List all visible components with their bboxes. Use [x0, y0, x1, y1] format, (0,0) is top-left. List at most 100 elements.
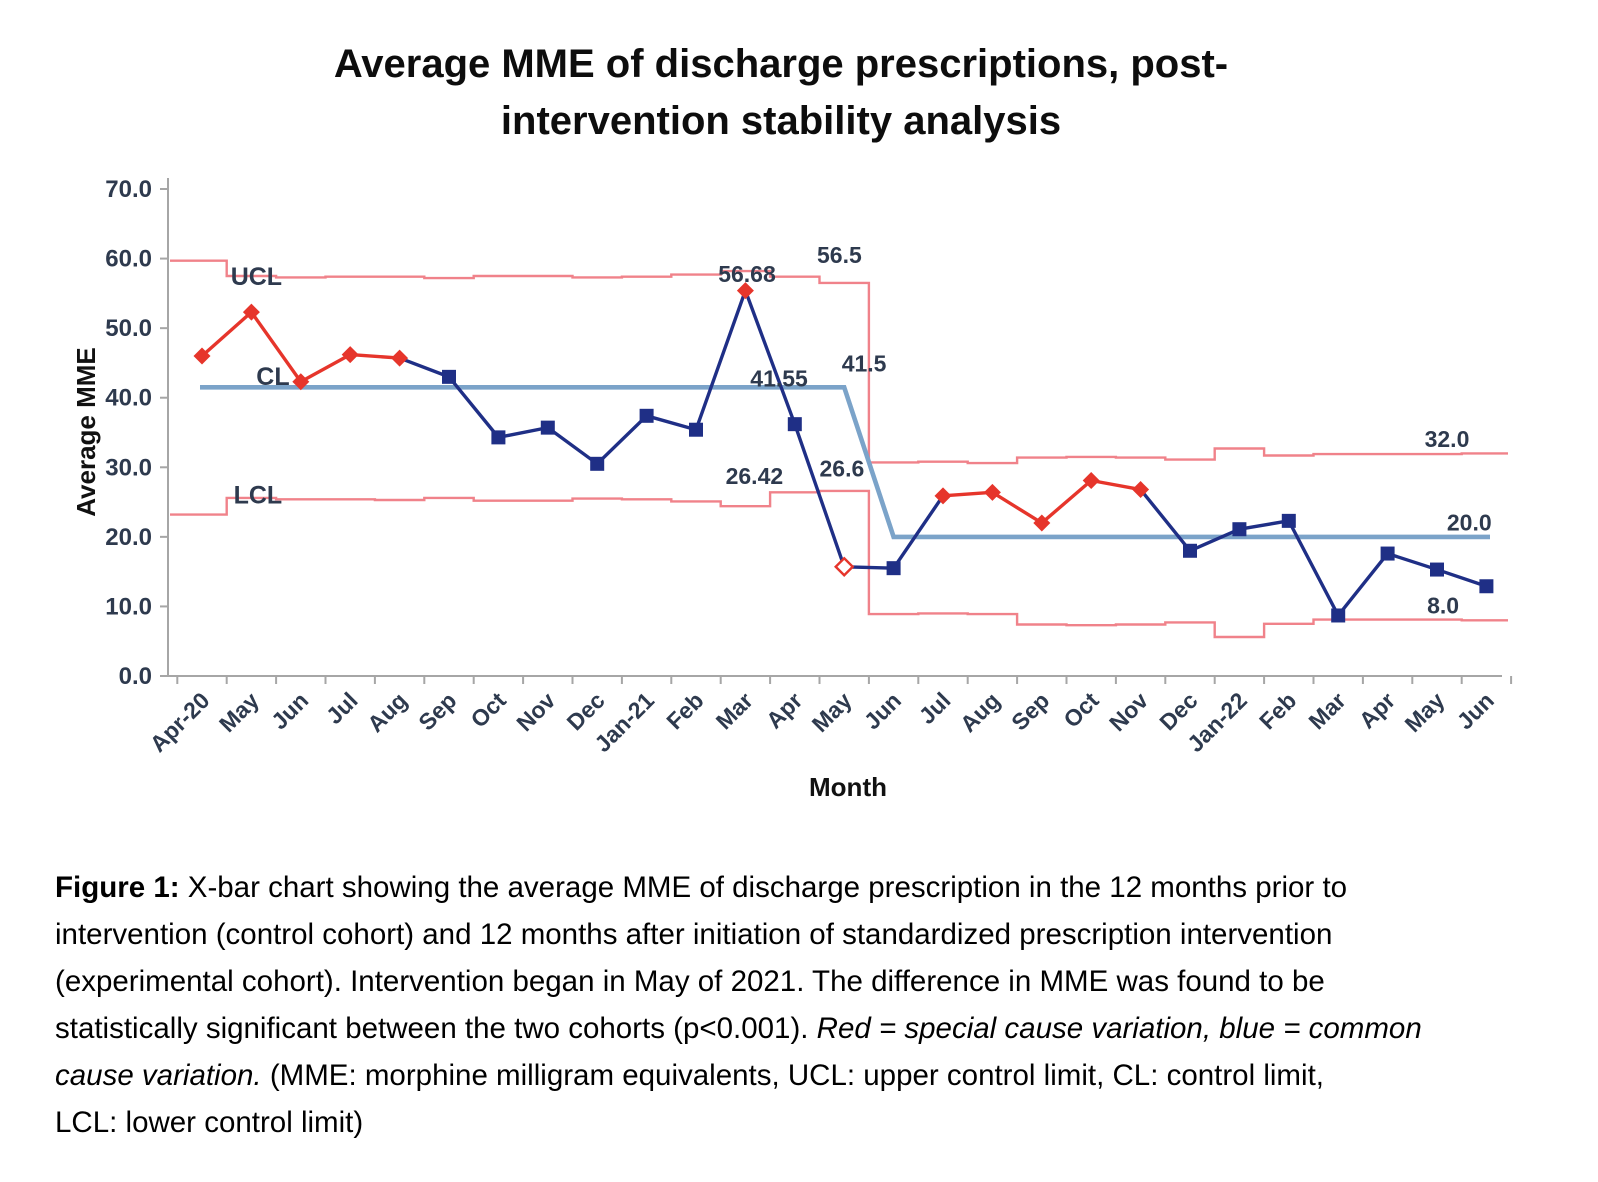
- data-point-common-Oct: [491, 430, 506, 445]
- data-point-common-Jun: [1479, 579, 1494, 594]
- annotation-56-5: 56.5: [817, 242, 862, 268]
- data-point-special-Jul: [934, 487, 952, 505]
- data-segment: [1138, 487, 1192, 553]
- x-tick-label-Sep: Sep: [413, 687, 461, 735]
- center-line: [200, 385, 1490, 540]
- data-point-common-Mar: [1331, 608, 1346, 623]
- data-point-common-Jun: [886, 561, 901, 576]
- caption-text: (experimental cohort). Intervention bega…: [55, 965, 1325, 998]
- data-segment: [1336, 551, 1390, 618]
- x-tick-label-Feb: Feb: [661, 687, 708, 734]
- data-point-special-Aug: [391, 349, 409, 367]
- data-point-common-Dec: [590, 456, 605, 471]
- x-tick-label-May: May: [807, 687, 857, 737]
- x-tick-label-Sep: Sep: [1006, 687, 1054, 735]
- x-tick-label-Jun: Jun: [1452, 687, 1499, 734]
- caption-text: Figure 1:: [55, 871, 180, 904]
- caption-line-6: LCL: lower control limit): [55, 1099, 1575, 1146]
- annotation-41-55: 41.55: [750, 366, 808, 392]
- annotation-26-42: 26.42: [726, 463, 784, 489]
- ucl-line: [170, 259, 1508, 465]
- x-tick-label-Nov: Nov: [511, 687, 560, 736]
- caption-text: Red = special cause variation, blue = co…: [816, 1012, 1422, 1045]
- y-tick-label: 60.0: [105, 246, 152, 273]
- y-tick-label: 50.0: [105, 315, 152, 342]
- y-tick-label: 40.0: [105, 385, 152, 412]
- x-tick-label-Oct: Oct: [465, 687, 511, 733]
- x-tick-label-Aug: Aug: [955, 687, 1005, 737]
- x-tick-label-May: May: [1400, 687, 1450, 737]
- data-segment: [496, 425, 550, 440]
- annotation-8-0: 8.0: [1427, 592, 1459, 618]
- data-point-special-Oct: [1082, 472, 1100, 490]
- data-segment: [1237, 519, 1291, 531]
- caption-line-3: (experimental cohort). Intervention bega…: [55, 958, 1575, 1005]
- data-point-special-Jun: [292, 373, 310, 391]
- data-segment: [1287, 519, 1340, 618]
- annotation-UCL: UCL: [231, 263, 282, 291]
- x-tick-label-Apr: Apr: [1354, 687, 1400, 733]
- annotation-LCL: LCL: [234, 482, 283, 510]
- caption-line-4: statistically significant between the tw…: [55, 1005, 1575, 1052]
- data-segment: [793, 422, 846, 569]
- data-segment: [1385, 551, 1439, 572]
- y-tick-label: 20.0: [105, 524, 152, 551]
- data-segment: [249, 310, 303, 384]
- x-tick-label-Apr-20: Apr-20: [145, 687, 215, 757]
- data-segment: [1089, 478, 1143, 492]
- data-segment: [447, 375, 501, 440]
- data-point-common-Apr: [1380, 546, 1395, 561]
- caption-text: intervention (control cohort) and 12 mon…: [55, 918, 1333, 951]
- data-point-common-Feb: [1281, 513, 1296, 528]
- data-segment: [891, 494, 945, 570]
- data-point-common-Jan-22: [1232, 522, 1247, 537]
- x-tick-label-Apr: Apr: [761, 687, 807, 733]
- data-segment: [743, 288, 797, 426]
- data-segment: [1435, 567, 1489, 588]
- annotation-56-68: 56.68: [718, 261, 776, 287]
- data-segment: [546, 425, 599, 466]
- data-segment: [595, 414, 649, 466]
- data-segment: [990, 490, 1044, 525]
- annotation-26-6: 26.6: [820, 455, 865, 481]
- caption-text: LCL: lower control limit): [55, 1106, 364, 1139]
- chart-title: Average MME of discharge prescriptions, …: [0, 36, 1562, 150]
- data-segment: [200, 310, 254, 358]
- x-tick-label-Jun: Jun: [859, 687, 906, 734]
- caption-line-5: cause variation. (MME: morphine milligra…: [55, 1052, 1575, 1099]
- data-point-special-May: [242, 303, 260, 321]
- data-segment: [941, 490, 995, 498]
- data-point-special-Sep: [1033, 514, 1051, 532]
- data-segment: [348, 352, 402, 360]
- x-tick-label-Mar: Mar: [711, 687, 758, 734]
- x-tick-label-Jul: Jul: [914, 687, 956, 729]
- caption-line-1: Figure 1: X-bar chart showing the averag…: [55, 864, 1575, 911]
- chart-title-line-2: intervention stability analysis: [500, 99, 1062, 143]
- caption-text: cause variation.: [55, 1059, 262, 1092]
- data-segment: [1040, 478, 1093, 525]
- y-tick-label: 30.0: [105, 454, 152, 481]
- data-segment: [299, 352, 352, 384]
- data-segment: [694, 288, 748, 432]
- data-point-common-Apr: [787, 417, 802, 432]
- data-segment: [397, 356, 451, 379]
- data-segment: [1188, 527, 1242, 553]
- x-tick-label-Oct: Oct: [1058, 687, 1104, 733]
- data-point-special-Mar: [736, 282, 754, 300]
- y-axis-title: Average MME: [71, 347, 101, 517]
- y-tick-label: 70.0: [105, 176, 152, 203]
- data-segment: [644, 414, 698, 432]
- y-tick-label: 10.0: [105, 593, 152, 620]
- figure-caption: Figure 1: X-bar chart showing the averag…: [55, 864, 1575, 1146]
- x-tick-label-Mar: Mar: [1303, 687, 1350, 734]
- data-point-common-Dec: [1183, 543, 1197, 558]
- caption-text: X-bar chart showing the average MME of d…: [179, 871, 1348, 904]
- data-point-special-Nov: [1132, 481, 1150, 499]
- data-point-special-Apr-20: [193, 347, 211, 365]
- x-tick-label-Jul: Jul: [321, 687, 363, 729]
- x-tick-label-Nov: Nov: [1104, 687, 1153, 736]
- data-point-common-May: [1430, 562, 1444, 577]
- caption-line-2: intervention (control cohort) and 12 mon…: [55, 911, 1575, 958]
